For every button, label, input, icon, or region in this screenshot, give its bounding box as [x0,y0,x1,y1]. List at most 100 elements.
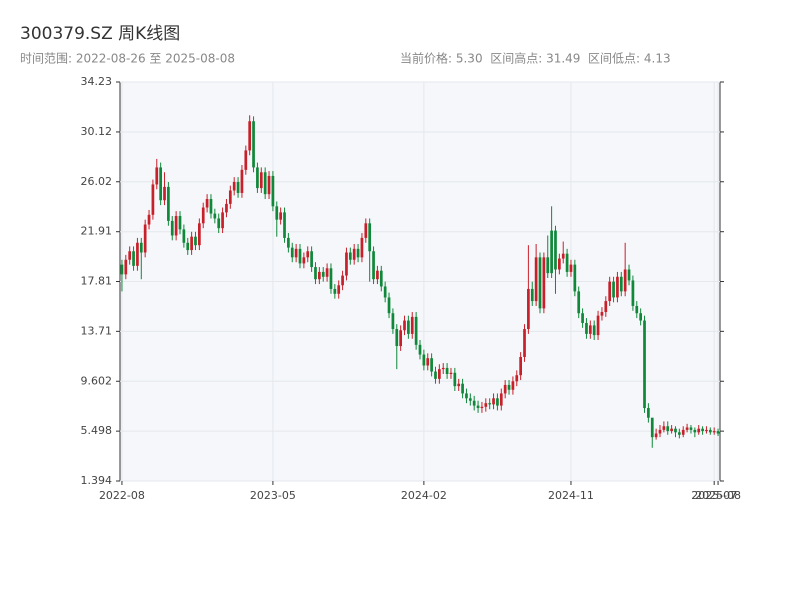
candle-body [612,281,615,298]
candle-body [306,251,310,258]
candle-body [461,383,464,394]
candle-body [360,237,364,258]
candle-body [488,403,492,405]
candle-body [480,406,484,409]
y-tick-label: 26.02 [81,175,113,188]
y-tick-label: 17.81 [81,275,113,288]
candle-body [275,206,279,220]
candle-body [685,427,689,430]
candle-body [708,429,712,433]
candle-body [124,259,128,275]
candle-body [422,354,426,366]
candle-body [376,270,379,280]
candle-body [569,264,573,272]
candle-body [128,251,132,260]
candle-body [240,169,244,193]
candle-body [697,428,701,433]
candle-body [259,172,263,189]
candle-body [499,393,503,406]
candle-body [170,220,174,236]
candle-body [631,280,635,306]
candle-body [356,248,360,258]
candle-body [337,285,341,294]
candle-body [395,329,399,347]
x-tick-label: 2023-05 [250,489,296,502]
candle-body [368,223,372,252]
candle-body [407,320,410,334]
candle-body [647,408,650,418]
candle-body [527,288,530,330]
candle-body [465,393,468,399]
candle-body [178,216,182,230]
candle-body [352,248,356,260]
x-tick-label: 2024-02 [401,489,447,502]
candle-body [484,403,488,407]
candle-body [581,313,584,323]
x-tick-label: 2024-11 [548,489,594,502]
candle-body [329,268,333,289]
y-tick-label: 1.394 [81,474,113,487]
candle-body [290,247,294,258]
candle-body [182,229,186,243]
x-tick-label: 2022-08 [99,489,145,502]
candle-body [438,369,441,379]
candle-body [496,398,499,406]
candle-body [205,199,209,208]
candle-body [132,251,135,266]
candle-body [670,428,673,432]
candle-body [248,121,252,151]
candle-body [542,257,546,309]
candle-body [434,371,437,379]
candle-body [554,230,557,270]
candle-body [399,330,402,347]
candle-body [120,264,124,275]
candle-body [689,427,693,430]
candle-body [519,356,522,376]
candle-body [712,431,716,433]
candle-body [283,212,286,238]
stats: 当前价格: 5.30 区间高点: 31.49 区间低点: 4.13 [400,51,671,66]
candle-body [348,252,352,260]
candle-body [561,253,565,259]
y-tick-label: 13.71 [81,324,113,337]
candle-body [256,167,259,189]
y-tick-label: 9.602 [81,374,113,387]
candle-body [387,297,391,314]
candle-body [310,251,313,268]
candle-body [147,214,151,225]
x-tick-label: 2025-07 [691,489,737,502]
candle-body [492,398,495,405]
candle-body [716,431,720,434]
candle-body [143,224,147,253]
candle-body [174,216,178,236]
candle-body [321,271,325,277]
candle-body [263,172,267,195]
candle-body [565,253,569,272]
candle-body [163,186,166,201]
candle-body [426,358,430,366]
candle-body [515,375,519,382]
candle-body [244,150,248,170]
candle-body [441,367,445,370]
candle-body [511,381,515,390]
y-tick-label: 30.12 [81,125,113,138]
candle-body [151,184,155,215]
candle-body [267,175,271,195]
candle-body [194,236,197,246]
candle-body [701,428,704,432]
candle-body [585,322,588,334]
candle-body [577,291,581,314]
candle-body [681,429,685,435]
candle-body [155,167,159,185]
candle-body [705,429,708,432]
candle-body [217,218,221,229]
candle-body [619,276,623,292]
candle-body [445,367,449,374]
candle-body [596,315,600,336]
candle-body [650,417,654,438]
candle-body [279,212,282,220]
y-tick-label: 21.91 [81,225,113,238]
candle-body [643,320,646,409]
